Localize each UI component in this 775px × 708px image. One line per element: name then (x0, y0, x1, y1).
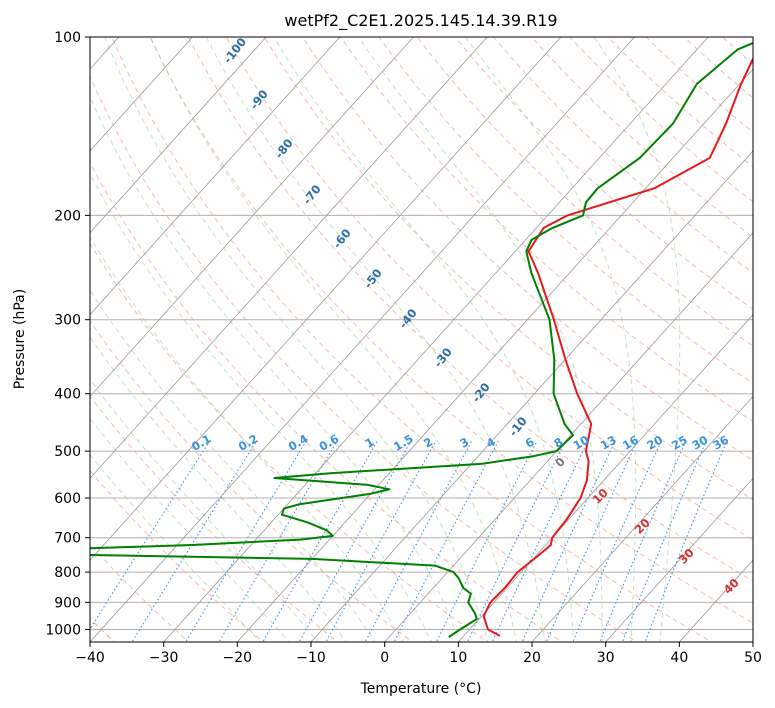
isotherm-line (236, 68, 753, 642)
gridlines (90, 37, 753, 630)
x-tick-label: −40 (75, 650, 105, 666)
mixing-ratio-line (521, 440, 616, 642)
isotherm-line (90, 37, 341, 316)
x-tick-label: −30 (149, 650, 179, 666)
mixing-ratio-line (599, 440, 687, 642)
x-tick-label: −10 (296, 650, 326, 666)
isotherm-line (90, 37, 636, 642)
mixing-ratio-label: 10 (571, 433, 592, 453)
moist-adiabat-line (90, 95, 461, 642)
isotherm-line (90, 37, 267, 234)
moist-adiabat-line (90, 453, 261, 642)
x-axis-label: Temperature (°C) (360, 681, 482, 697)
isotherm-line (384, 232, 753, 642)
isotherm-line (90, 37, 415, 398)
chart-title: wetPf2_C2E1.2025.145.14.39.R19 (284, 11, 557, 31)
isotherm-line (90, 37, 562, 561)
x-tick-label: 20 (523, 650, 541, 666)
isotherm-line (90, 37, 194, 152)
y-tick-label: 1000 (45, 623, 81, 639)
mixing-ratio-line (90, 440, 211, 630)
dry-adiabat-line (454, 37, 753, 310)
mixing-ratio-line (491, 440, 589, 642)
dry-adiabat-line (225, 37, 753, 541)
dewpoint-profile-line (90, 41, 753, 638)
mixing-ratio-line (218, 440, 338, 642)
moist-adiabat-line (90, 417, 290, 642)
mixing-ratio-label: 20 (644, 433, 665, 453)
dry-adiabat-line (149, 37, 753, 624)
mixing-ratio-label: 36 (710, 433, 731, 453)
dry-adiabat-line (90, 75, 638, 642)
moist-adiabat-line (90, 172, 432, 642)
dry-adiabat-line (90, 320, 414, 642)
dry-adiabat-line (645, 37, 753, 133)
isotherm-line (605, 477, 753, 642)
profile-curves (90, 41, 753, 638)
x-tick-label: 30 (597, 650, 615, 666)
x-tick-label: −20 (223, 650, 253, 666)
moist-adiabat-line (593, 37, 681, 642)
plot-area (90, 37, 753, 642)
isotherm-line (310, 150, 753, 642)
x-tick-label: 10 (449, 650, 467, 666)
dry-adiabat-line (378, 37, 753, 385)
mixing-ratio-label: 30 (689, 433, 710, 453)
plot-background (90, 37, 753, 642)
mixing-ratio-line (262, 440, 379, 642)
isotherm-line (90, 37, 488, 479)
moist-adiabat-line (90, 289, 376, 642)
moist-adiabat-line (273, 37, 574, 642)
moist-adiabats (90, 37, 681, 642)
mixing-ratio-line (185, 440, 308, 642)
moist-adiabat-line (104, 37, 489, 642)
x-axis: −40 −30 −20 −10 0 10 20 30 40 50 (75, 642, 762, 666)
y-tick-label: 300 (54, 313, 81, 329)
mixing-ratio-label: 16 (620, 433, 641, 453)
dry-adiabat-line (492, 37, 753, 274)
x-tick-label: 40 (670, 650, 688, 666)
mixing-ratio-line (393, 440, 499, 642)
moist-adiabat-line (90, 235, 404, 642)
dry-adiabat-line (90, 242, 489, 642)
y-tick-label: 100 (54, 30, 81, 46)
dry-adiabat-line (187, 37, 753, 582)
y-axis: 1000 900 800 700 600 500 400 300 200 100 (45, 30, 90, 639)
dry-adiabat-line (263, 37, 753, 501)
x-tick-label: 0 (380, 650, 389, 666)
mixing-ratio-line (644, 440, 728, 642)
isotherm-line (531, 395, 753, 642)
mixing-ratio-label: 25 (669, 433, 690, 453)
mixing-ratio-line (131, 440, 258, 642)
dry-adiabat-line (340, 37, 753, 423)
y-tick-label: 800 (54, 565, 81, 581)
y-tick-label: 500 (54, 444, 81, 460)
y-tick-label: 200 (54, 208, 81, 224)
temperature-profile-line (482, 56, 753, 637)
y-tick-label: 900 (54, 595, 81, 611)
y-axis-label: Pressure (hPa) (12, 289, 28, 389)
y-tick-label: 700 (54, 531, 81, 547)
moist-adiabat-line (150, 37, 517, 642)
y-tick-label: 600 (54, 491, 81, 507)
dry-adiabat-line (416, 37, 753, 347)
mixing-ratio-line (364, 440, 473, 642)
dry-adiabats (90, 37, 753, 642)
skewed-isotherms (90, 37, 753, 642)
dry-adiabat-line (302, 37, 753, 461)
plot-frame (89, 36, 754, 643)
mixing-ratio-line (621, 440, 708, 642)
moist-adiabat-line (358, 37, 603, 642)
y-tick-label: 400 (54, 387, 81, 403)
x-tick-label: 50 (744, 650, 762, 666)
dry-adiabat-line (111, 37, 713, 642)
isotherm-line (457, 313, 753, 642)
mixing-ratio-label: 13 (598, 433, 619, 453)
moist-adiabat-line (464, 37, 637, 642)
